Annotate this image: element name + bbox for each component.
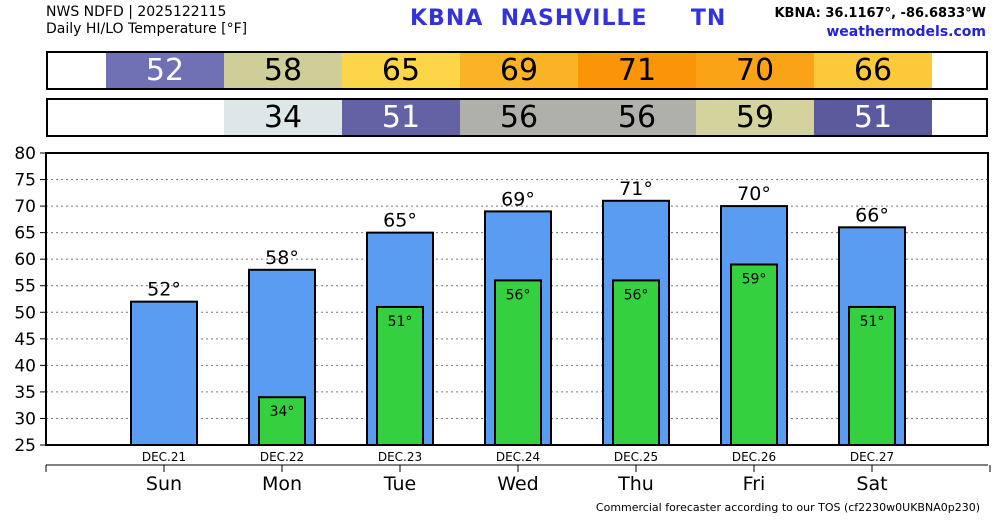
x-day-label: Tue xyxy=(383,473,416,495)
low-bar-label: 59° xyxy=(742,271,767,287)
x-day-label: Fri xyxy=(743,473,766,495)
high-bar-label: 65° xyxy=(383,210,417,232)
x-day-label: Mon xyxy=(262,473,302,495)
high-temp-strip: 52 58 65 69 71 70 66 xyxy=(46,51,988,90)
y-tick-label: 40 xyxy=(14,356,36,376)
low-bar-label: 51° xyxy=(860,314,885,330)
y-tick-label: 75 xyxy=(14,171,36,191)
low-bar-label: 51° xyxy=(388,314,413,330)
high-bar-label: 66° xyxy=(855,204,889,226)
y-tick-label: 45 xyxy=(14,330,36,350)
x-date-label: DEC.23 xyxy=(378,450,422,464)
low-bar xyxy=(494,279,542,446)
x-day-label: Wed xyxy=(497,473,538,495)
x-date-label: DEC.21 xyxy=(142,450,186,464)
x-date-label: DEC.25 xyxy=(614,450,658,464)
high-temp-cell-4: 71 xyxy=(578,53,696,88)
x-day-label: Sat xyxy=(856,473,887,495)
low-temp-cell-1: 34 xyxy=(224,100,342,135)
x-day-label: Sun xyxy=(146,473,182,495)
x-date-label: DEC.26 xyxy=(732,450,776,464)
high-bar-label: 71° xyxy=(619,178,653,200)
y-tick-label: 60 xyxy=(14,250,36,270)
x-date-label: DEC.22 xyxy=(260,450,304,464)
site-link[interactable]: weathermodels.com xyxy=(826,24,986,40)
product-name: Daily HI/LO Temperature [°F] xyxy=(46,21,248,37)
low-temp-cell-6: 51 xyxy=(814,100,932,135)
station-coords: KBNA: 36.1167°, -86.6833°W xyxy=(774,6,986,21)
plot-frame xyxy=(45,152,989,446)
x-date-label: DEC.24 xyxy=(496,450,540,464)
low-temp-cell-3: 56 xyxy=(460,100,578,135)
y-tick-label: 50 xyxy=(14,303,36,323)
high-temp-cell-6: 66 xyxy=(814,53,932,88)
low-bar xyxy=(848,305,896,446)
high-bar xyxy=(130,300,198,446)
y-tick-label: 35 xyxy=(14,383,36,403)
x-date-label: DEC.27 xyxy=(850,450,894,464)
run-info: NWS NDFD | 2025122115 xyxy=(46,4,227,20)
y-tick-label: 55 xyxy=(14,277,36,297)
high-temp-cell-1: 58 xyxy=(224,53,342,88)
low-bar xyxy=(612,279,660,446)
y-tick-label: 65 xyxy=(14,224,36,244)
high-bar-label: 58° xyxy=(265,247,299,269)
y-tick-label: 80 xyxy=(14,144,36,164)
high-bar-label: 69° xyxy=(501,188,535,210)
low-temp-cell-2: 51 xyxy=(342,100,460,135)
low-bar-label: 56° xyxy=(506,287,531,303)
high-temp-cell-3: 69 xyxy=(460,53,578,88)
high-temp-cell-5: 70 xyxy=(696,53,814,88)
high-bar-label: 52° xyxy=(147,279,181,301)
low-temp-cell-5: 59 xyxy=(696,100,814,135)
low-bar-label: 56° xyxy=(624,287,649,303)
high-temp-cell-2: 65 xyxy=(342,53,460,88)
low-bar xyxy=(730,263,778,446)
low-temp-strip: 34 51 56 56 59 51 xyxy=(46,98,988,137)
y-tick-label: 70 xyxy=(14,197,36,217)
y-tick-label: 30 xyxy=(14,409,36,429)
low-temp-cell-0 xyxy=(106,100,224,135)
high-temp-cell-0: 52 xyxy=(106,53,224,88)
low-bar xyxy=(258,396,306,446)
low-temp-cell-4: 56 xyxy=(578,100,696,135)
station-title: KBNA NASHVILLE TN xyxy=(410,6,727,31)
x-day-label: Thu xyxy=(617,473,654,495)
low-bar-label: 34° xyxy=(270,404,295,420)
footer-note: Commercial forecaster according to our T… xyxy=(595,501,980,514)
high-bar-label: 70° xyxy=(737,183,771,205)
y-tick-label: 25 xyxy=(14,436,36,456)
